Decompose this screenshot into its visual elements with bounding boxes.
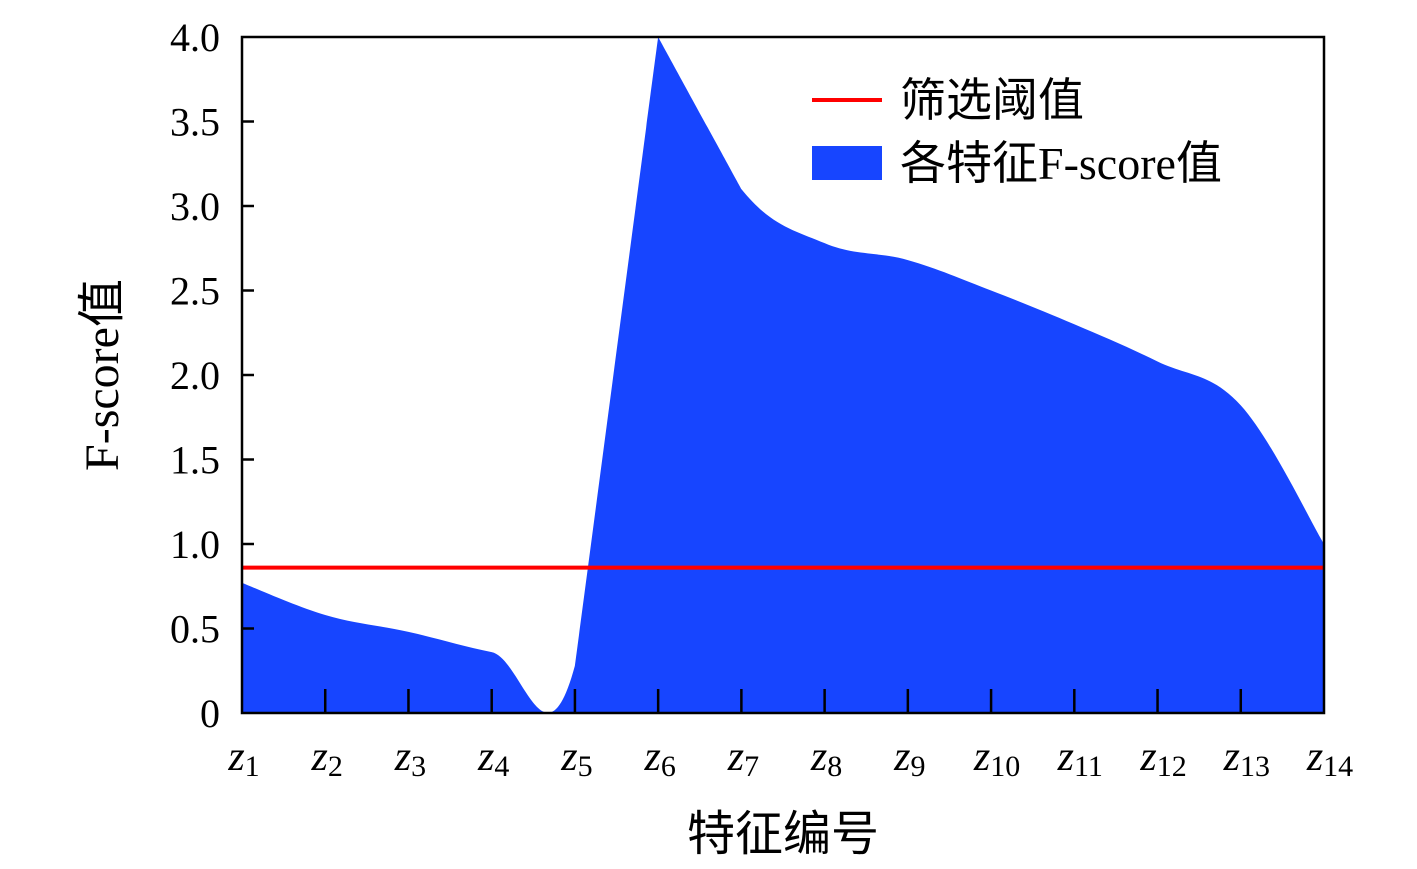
y-tick-label: 1.5 xyxy=(170,438,220,483)
x-tick-label: z1 xyxy=(227,734,259,783)
x-tick-label: z10 xyxy=(973,734,1020,783)
area-layer xyxy=(242,37,1324,713)
x-tick-label: z13 xyxy=(1223,734,1270,783)
x-tick-label: z9 xyxy=(893,734,925,783)
y-tick-label: 0.5 xyxy=(170,607,220,652)
y-tick-label: 1.0 xyxy=(170,522,220,567)
x-tick-label: z11 xyxy=(1057,734,1103,783)
x-tick-label: z2 xyxy=(311,734,343,783)
y-tick-label: 4.0 xyxy=(170,15,220,60)
x-tick-label: z8 xyxy=(810,734,842,783)
x-tick-label: z12 xyxy=(1139,734,1186,783)
x-tick-label: z7 xyxy=(727,734,759,783)
legend-area-label: 各特征F-score值 xyxy=(900,138,1222,189)
x-axis-ticks: z1 z2 z3 z4 z5 z6 z7 z8 z9 z10 z11 z12 z13 z14 xyxy=(227,689,1353,783)
x-tick-label: z3 xyxy=(394,734,426,783)
y-tick-label: 3.0 xyxy=(170,184,220,229)
y-tick-label: 3.5 xyxy=(170,100,220,145)
y-tick-label: 0 xyxy=(200,691,220,736)
x-tick-label: z6 xyxy=(643,734,675,783)
legend-threshold-label: 筛选阈值 xyxy=(900,75,1084,126)
y-tick-label: 2.0 xyxy=(170,353,220,398)
y-axis-title: F-score值 xyxy=(76,279,129,471)
x-tick-label: z4 xyxy=(477,734,509,783)
x-tick-label: z14 xyxy=(1306,734,1353,783)
x-axis-title: 特征编号 xyxy=(687,808,879,861)
legend: 筛选阈值 各特征F-score值 xyxy=(812,75,1222,189)
y-axis-ticks: 0 0.5 1.0 1.5 2.0 2.5 3.0 3.5 4.0 xyxy=(170,15,254,736)
legend-area-swatch xyxy=(812,146,882,180)
y-tick-label: 2.5 xyxy=(170,269,220,314)
x-tick-label: z5 xyxy=(560,734,592,783)
f-score-area xyxy=(242,37,1324,713)
